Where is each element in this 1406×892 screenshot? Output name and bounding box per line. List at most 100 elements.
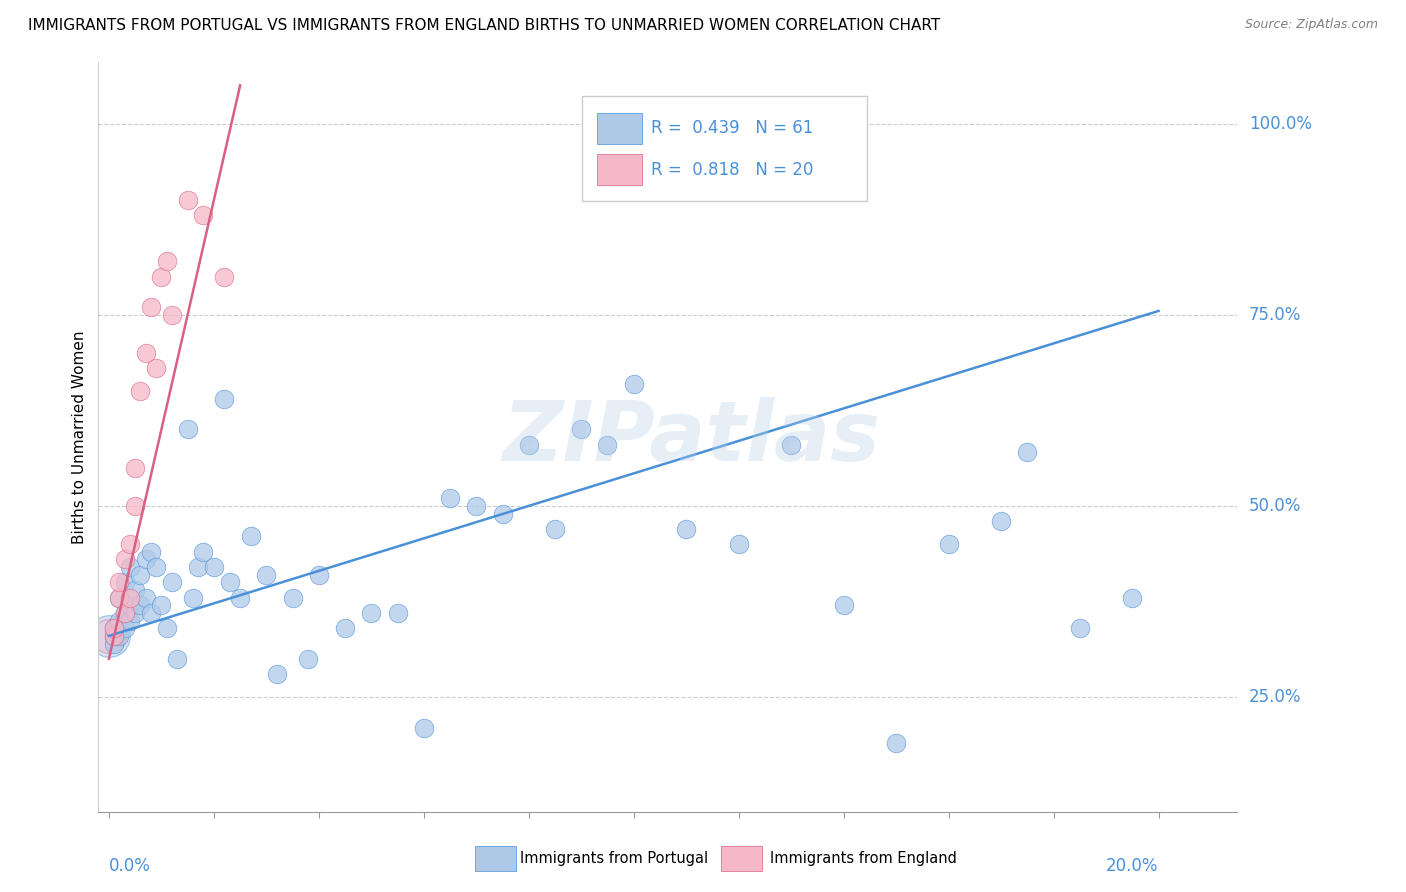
Point bbox=[884, 736, 907, 750]
Point bbox=[239, 529, 262, 543]
Point bbox=[124, 606, 146, 620]
Point bbox=[139, 545, 162, 559]
Point bbox=[135, 346, 157, 360]
Text: Immigrants from England: Immigrants from England bbox=[770, 851, 957, 865]
Point bbox=[129, 567, 152, 582]
Point bbox=[118, 560, 141, 574]
Point bbox=[193, 208, 215, 222]
Point bbox=[202, 560, 225, 574]
Text: 0.0%: 0.0% bbox=[108, 856, 150, 875]
Point bbox=[1069, 621, 1091, 635]
Point bbox=[938, 537, 960, 551]
Point bbox=[569, 422, 592, 436]
Point bbox=[160, 308, 183, 322]
Point bbox=[266, 667, 288, 681]
Point bbox=[145, 560, 167, 574]
Point bbox=[139, 300, 162, 314]
Point bbox=[623, 376, 645, 391]
Point bbox=[129, 384, 152, 399]
Point bbox=[281, 591, 304, 605]
Point bbox=[124, 582, 146, 597]
Point bbox=[297, 652, 319, 666]
Text: Immigrants from Portugal: Immigrants from Portugal bbox=[520, 851, 709, 865]
Point bbox=[139, 606, 162, 620]
Point bbox=[108, 575, 131, 590]
Point bbox=[103, 629, 125, 643]
Point bbox=[727, 537, 749, 551]
Text: 25.0%: 25.0% bbox=[1249, 688, 1301, 706]
Point bbox=[135, 591, 157, 605]
Point bbox=[118, 614, 141, 628]
Y-axis label: Births to Unmarried Women: Births to Unmarried Women bbox=[72, 330, 87, 544]
Point bbox=[491, 507, 513, 521]
Point bbox=[387, 606, 409, 620]
Text: ZIPatlas: ZIPatlas bbox=[502, 397, 880, 477]
FancyBboxPatch shape bbox=[582, 96, 868, 201]
Point bbox=[308, 567, 330, 582]
Point bbox=[1017, 445, 1039, 459]
Point bbox=[832, 599, 855, 613]
Point bbox=[780, 438, 803, 452]
Point bbox=[465, 499, 488, 513]
Point bbox=[412, 721, 434, 735]
Point bbox=[193, 545, 215, 559]
Text: IMMIGRANTS FROM PORTUGAL VS IMMIGRANTS FROM ENGLAND BIRTHS TO UNMARRIED WOMEN CO: IMMIGRANTS FROM PORTUGAL VS IMMIGRANTS F… bbox=[28, 18, 941, 33]
Point bbox=[103, 621, 125, 635]
Point bbox=[1121, 591, 1143, 605]
Point bbox=[156, 621, 179, 635]
Point bbox=[114, 621, 136, 635]
Point bbox=[333, 621, 356, 635]
Point bbox=[166, 652, 188, 666]
Text: R =  0.818   N = 20: R = 0.818 N = 20 bbox=[651, 161, 813, 178]
Point bbox=[103, 621, 125, 635]
Point bbox=[214, 269, 236, 284]
Point bbox=[544, 522, 567, 536]
Point bbox=[176, 193, 198, 207]
Point bbox=[229, 591, 252, 605]
Text: 100.0%: 100.0% bbox=[1249, 114, 1312, 133]
Point bbox=[218, 575, 240, 590]
Point bbox=[181, 591, 204, 605]
Point bbox=[214, 392, 236, 406]
Point bbox=[97, 629, 120, 643]
Point bbox=[103, 636, 125, 650]
Point bbox=[118, 599, 141, 613]
Point bbox=[114, 552, 136, 566]
Point bbox=[517, 438, 540, 452]
Point bbox=[114, 606, 136, 620]
Point bbox=[160, 575, 183, 590]
Point bbox=[990, 514, 1012, 528]
Text: Source: ZipAtlas.com: Source: ZipAtlas.com bbox=[1244, 18, 1378, 31]
Point bbox=[176, 422, 198, 436]
Point bbox=[129, 599, 152, 613]
Point bbox=[124, 499, 146, 513]
Point bbox=[118, 537, 141, 551]
Point bbox=[145, 361, 167, 376]
FancyBboxPatch shape bbox=[598, 153, 641, 186]
Point bbox=[187, 560, 209, 574]
Point bbox=[114, 575, 136, 590]
Point bbox=[135, 552, 157, 566]
Text: R =  0.439   N = 61: R = 0.439 N = 61 bbox=[651, 120, 813, 137]
Point bbox=[97, 629, 120, 643]
Point bbox=[439, 491, 461, 506]
Point bbox=[108, 614, 131, 628]
Point bbox=[675, 522, 697, 536]
Point bbox=[124, 460, 146, 475]
Text: 50.0%: 50.0% bbox=[1249, 497, 1301, 515]
FancyBboxPatch shape bbox=[598, 112, 641, 145]
Point bbox=[108, 591, 131, 605]
Point bbox=[254, 567, 277, 582]
Point bbox=[156, 254, 179, 268]
Point bbox=[150, 269, 173, 284]
Point bbox=[108, 591, 131, 605]
Point bbox=[108, 629, 131, 643]
Point bbox=[103, 629, 125, 643]
Point bbox=[596, 438, 619, 452]
Text: 75.0%: 75.0% bbox=[1249, 306, 1301, 324]
Point bbox=[114, 606, 136, 620]
Point bbox=[150, 599, 173, 613]
Point bbox=[118, 591, 141, 605]
Point bbox=[360, 606, 382, 620]
Text: 20.0%: 20.0% bbox=[1107, 856, 1159, 875]
